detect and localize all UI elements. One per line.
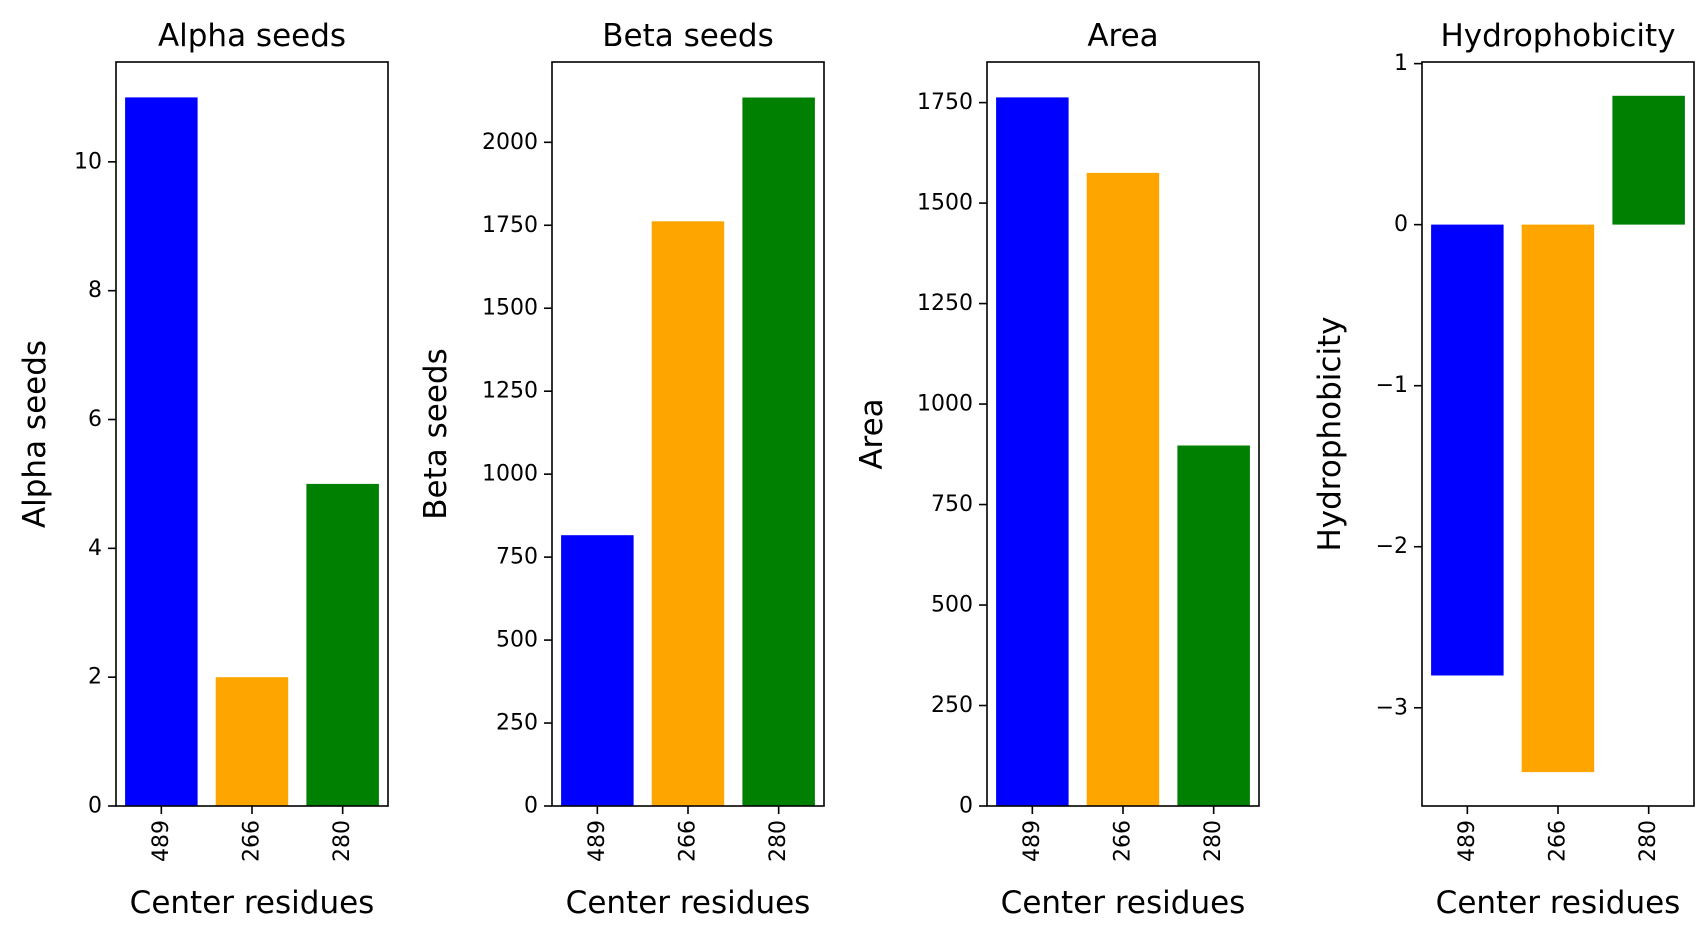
- bar-266: [1521, 224, 1595, 773]
- bar-489: [996, 97, 1069, 806]
- x-axis-label: Center residues: [1436, 885, 1681, 921]
- x-tick-label: 489: [1455, 820, 1480, 862]
- y-tick-label: 6: [88, 407, 102, 432]
- y-tick-label: 0: [1394, 212, 1408, 237]
- bar-280: [1612, 95, 1685, 225]
- bar-266: [651, 221, 725, 807]
- y-tick-label: 1250: [917, 291, 973, 316]
- y-axis-label: Beta seeds: [418, 348, 454, 519]
- y-tick-label: 1500: [917, 191, 973, 216]
- y-tick-label: 0: [959, 794, 973, 819]
- x-tick-label: 280: [330, 820, 355, 862]
- y-tick-label: 250: [931, 693, 973, 718]
- panel-hydrophobicity: Hydrophobicity Hydrophobicity Center res…: [1312, 18, 1695, 921]
- x-tick-label: 266: [1111, 820, 1136, 862]
- x-axis-label: Center residues: [566, 885, 811, 921]
- panel-alpha-seeds: Alpha seeds Alpha seeds Center residues …: [17, 18, 389, 921]
- x-tick-label: 280: [766, 820, 791, 862]
- y-tick-label: 10: [74, 149, 102, 174]
- y-tick-label: 1250: [482, 379, 538, 404]
- bar-266: [215, 677, 289, 806]
- y-tick-label: 1000: [482, 462, 538, 487]
- x-tick-label: 489: [1020, 820, 1045, 862]
- x-tick-label: 280: [1201, 820, 1226, 862]
- panel-beta-seeds: Beta seeds Beta seeds Center residues 48…: [418, 18, 825, 921]
- y-tick-label: 0: [524, 794, 538, 819]
- panel-title: Beta seeds: [602, 18, 773, 54]
- y-tick-label: 500: [496, 628, 538, 653]
- y-axis-label: Area: [854, 398, 890, 469]
- y-axis-label: Alpha seeds: [17, 340, 53, 528]
- y-tick-label: −3: [1376, 695, 1408, 720]
- y-tick-label: 2: [88, 665, 102, 690]
- y-axis-label: Hydrophobicity: [1312, 316, 1348, 551]
- plot-frame: [115, 61, 389, 807]
- y-tick-label: −2: [1376, 534, 1408, 559]
- x-tick-label: 489: [149, 820, 174, 862]
- x-tick-label: 266: [1546, 820, 1571, 862]
- panel-title: Hydrophobicity: [1440, 18, 1675, 54]
- x-axis-label: Center residues: [1001, 885, 1246, 921]
- x-tick-label: 266: [676, 820, 701, 862]
- bar-280: [742, 97, 815, 806]
- y-tick-label: 1750: [482, 213, 538, 238]
- plot-frame: [551, 61, 825, 807]
- x-axis-label: Center residues: [130, 885, 375, 921]
- y-tick-label: 1: [1394, 51, 1408, 76]
- y-tick-label: 1000: [917, 392, 973, 417]
- y-tick-label: 4: [88, 536, 102, 561]
- bar-489: [1431, 224, 1504, 676]
- bar-489: [561, 535, 634, 806]
- plot-frame: [1421, 61, 1695, 807]
- x-tick-label: 266: [240, 820, 265, 862]
- panel-title: Area: [1087, 18, 1158, 54]
- plot-frame: [986, 61, 1260, 807]
- y-tick-label: 500: [931, 593, 973, 618]
- y-tick-label: 750: [931, 492, 973, 517]
- y-tick-label: 8: [88, 278, 102, 303]
- bar-280: [306, 483, 379, 806]
- bar-280: [1177, 445, 1250, 806]
- panel-area: Area Area Center residues 489 266 280 0 250 5…: [854, 18, 1260, 921]
- y-tick-label: 1750: [917, 90, 973, 115]
- x-tick-label: 280: [1636, 820, 1661, 862]
- y-tick-label: 250: [496, 711, 538, 736]
- y-tick-label: 2000: [482, 130, 538, 155]
- y-tick-label: −1: [1376, 373, 1408, 398]
- y-tick-label: 0: [88, 794, 102, 819]
- panel-title: Alpha seeds: [158, 18, 346, 54]
- bar-266: [1086, 172, 1160, 806]
- x-tick-label: 489: [585, 820, 610, 862]
- y-tick-label: 750: [496, 545, 538, 570]
- y-tick-label: 1500: [482, 296, 538, 321]
- bar-489: [125, 97, 198, 806]
